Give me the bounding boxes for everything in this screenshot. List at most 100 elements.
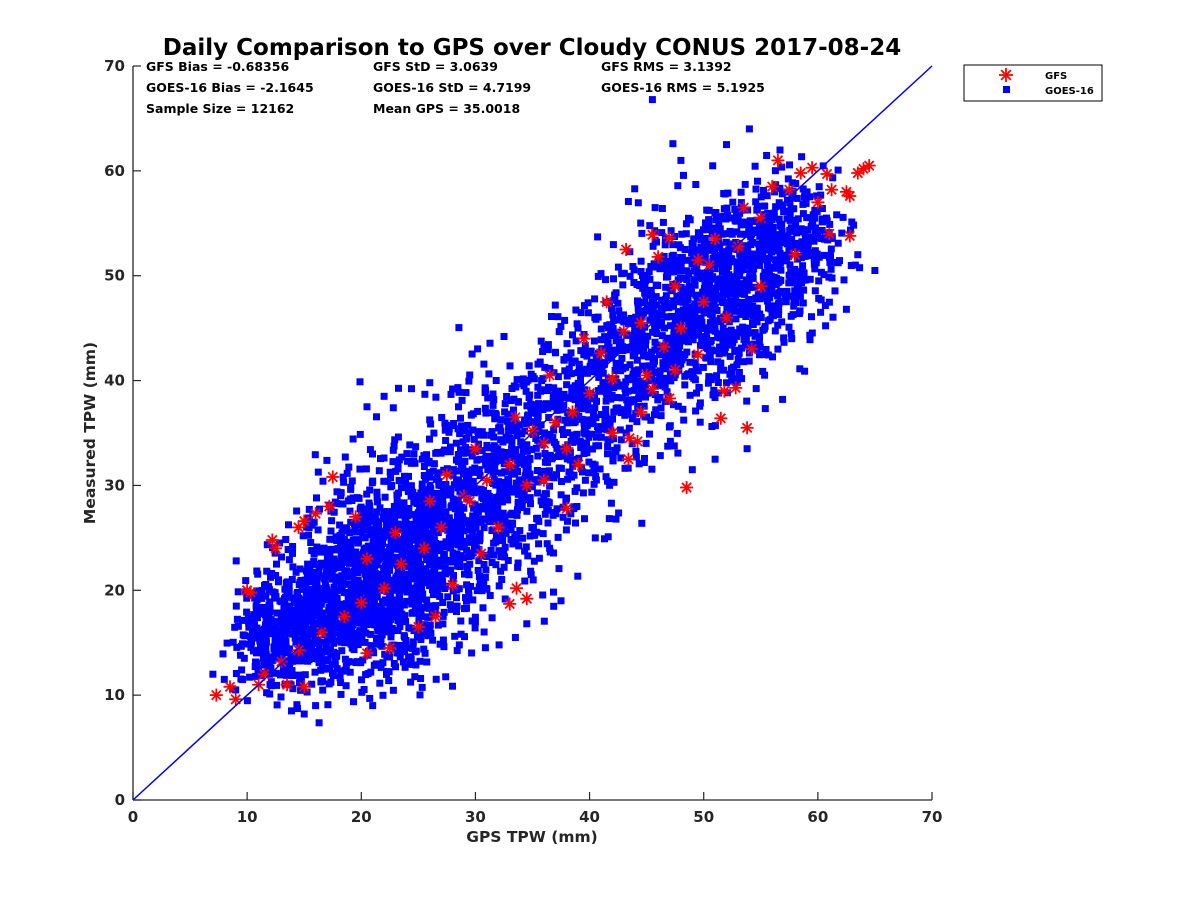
goes-point	[347, 583, 355, 591]
goes-point	[806, 336, 814, 344]
goes-point	[672, 321, 680, 329]
goes-point	[686, 391, 694, 399]
goes-point	[423, 576, 431, 584]
goes-point	[390, 442, 398, 450]
goes-point	[248, 634, 256, 642]
goes-point	[299, 532, 307, 540]
legend-gfs-asterisk-shape	[999, 68, 1013, 82]
goes-point	[294, 589, 301, 596]
goes-point	[681, 291, 689, 299]
goes-point	[604, 450, 611, 458]
goes-point	[792, 279, 799, 287]
goes-point	[761, 255, 769, 263]
goes-point	[641, 351, 649, 359]
goes-point	[497, 448, 505, 456]
goes-point	[604, 477, 611, 485]
goes-point	[491, 410, 499, 417]
goes-point	[822, 322, 830, 330]
goes-point	[604, 340, 612, 348]
goes-point	[356, 378, 364, 386]
goes-point	[743, 329, 751, 337]
goes-point	[789, 187, 797, 195]
gfs-point	[274, 655, 288, 669]
goes-point	[755, 351, 763, 359]
y-tick-label: 0	[115, 791, 125, 809]
goes-point	[694, 306, 702, 314]
goes-point	[700, 284, 708, 292]
goes-point	[463, 581, 471, 589]
goes-point	[402, 535, 410, 543]
goes-point	[730, 307, 738, 315]
stat-mean-gps: Mean GPS = 35.0018	[373, 101, 520, 116]
goes-point	[366, 603, 374, 611]
goes-point	[239, 631, 247, 639]
goes-point	[526, 391, 534, 399]
goes-point	[726, 352, 734, 360]
goes-point	[780, 208, 788, 216]
goes-point	[480, 431, 488, 439]
goes-point	[789, 271, 796, 278]
goes-point	[426, 379, 434, 387]
goes-point	[760, 187, 768, 195]
goes-point	[688, 373, 696, 381]
goes-point	[745, 296, 753, 303]
goes-point	[521, 577, 529, 585]
goes-point	[480, 628, 488, 636]
goes-point	[597, 433, 605, 441]
goes-point	[312, 586, 320, 594]
goes-point	[442, 673, 450, 681]
goes-point	[488, 428, 496, 436]
goes-point	[301, 576, 309, 584]
goes-point	[292, 568, 300, 576]
goes-point	[707, 246, 714, 254]
goes-point	[332, 577, 340, 585]
goes-point	[481, 644, 489, 652]
goes-point	[336, 674, 344, 682]
goes-point	[801, 193, 808, 201]
gfs-point	[754, 279, 768, 293]
goes-point	[396, 592, 403, 600]
goes-point	[444, 593, 452, 601]
goes-point	[721, 341, 729, 348]
goes-point	[688, 260, 696, 268]
goes-point	[502, 433, 510, 441]
goes-point	[439, 636, 447, 644]
goes-point	[546, 544, 554, 552]
goes-point	[488, 498, 496, 506]
goes-point	[455, 641, 463, 649]
goes-point	[417, 636, 425, 643]
goes-point	[310, 619, 318, 627]
goes-point	[682, 220, 690, 228]
goes-point	[342, 567, 350, 575]
goes-point	[692, 407, 700, 415]
goes-point	[527, 370, 535, 378]
goes-point	[630, 386, 638, 394]
gfs-point	[691, 253, 705, 267]
goes-point	[332, 598, 340, 606]
goes-point	[367, 630, 375, 638]
goes-point	[669, 241, 677, 249]
goes-point	[364, 586, 372, 594]
goes-point	[379, 539, 386, 547]
goes-point	[680, 171, 687, 179]
goes-point	[352, 583, 360, 591]
goes-point	[375, 467, 383, 475]
gfs-point	[640, 368, 654, 382]
goes-point	[434, 529, 442, 537]
goes-point	[266, 604, 274, 612]
goes-point	[430, 551, 438, 559]
goes-point	[404, 520, 412, 528]
gfs-point	[697, 295, 711, 309]
goes-point	[234, 622, 242, 630]
goes-point	[693, 389, 700, 397]
goes-point	[433, 489, 441, 497]
gfs-point	[631, 434, 644, 448]
goes-point	[644, 332, 652, 340]
goes-point	[580, 419, 588, 427]
goes-point	[411, 492, 419, 500]
goes-point	[286, 645, 294, 653]
goes-point	[391, 557, 399, 565]
goes-point	[752, 385, 760, 393]
goes-point	[481, 404, 489, 412]
goes-point	[403, 512, 411, 520]
